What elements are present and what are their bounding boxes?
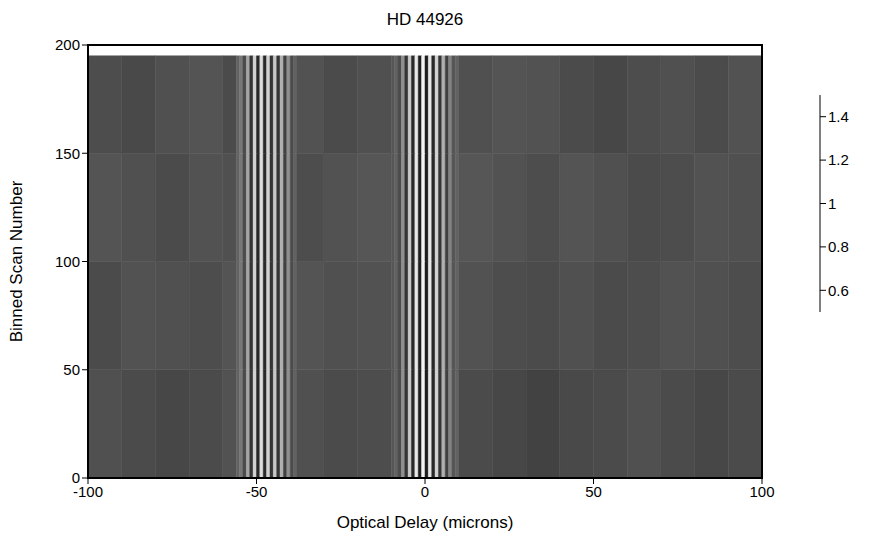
svg-text:50: 50 (63, 361, 80, 378)
svg-text:0: 0 (72, 469, 80, 486)
svg-text:0.6: 0.6 (828, 282, 849, 299)
svg-text:1: 1 (828, 195, 836, 212)
svg-text:Optical Delay (microns): Optical Delay (microns) (337, 513, 514, 532)
svg-text:-50: -50 (246, 483, 268, 500)
svg-text:100: 100 (749, 483, 774, 500)
svg-text:150: 150 (55, 145, 80, 162)
svg-text:1.4: 1.4 (828, 108, 849, 125)
svg-text:200: 200 (55, 36, 80, 53)
svg-text:50: 50 (585, 483, 602, 500)
svg-text:1.2: 1.2 (828, 151, 849, 168)
html-text:HD 44926: HD 44926 (386, 10, 464, 29)
svg-text:0: 0 (421, 483, 429, 500)
svg-text:100: 100 (55, 253, 80, 270)
svg-text:-100: -100 (73, 482, 103, 500)
svg-text:Binned Scan Number: Binned Scan Number (7, 180, 26, 342)
svg-text:0.8: 0.8 (828, 238, 849, 255)
